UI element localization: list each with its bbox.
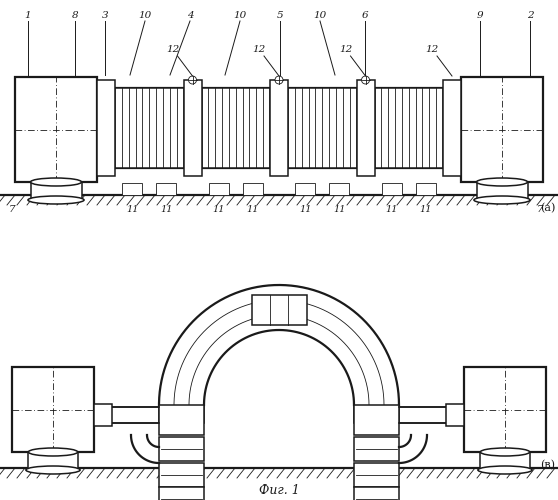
Bar <box>97 88 461 168</box>
Bar <box>374 88 443 168</box>
Bar <box>443 80 461 176</box>
Text: 6: 6 <box>362 10 368 20</box>
Ellipse shape <box>474 196 530 204</box>
Text: 11: 11 <box>160 206 172 214</box>
Bar <box>354 405 399 435</box>
Bar <box>159 437 204 461</box>
Bar <box>159 405 204 435</box>
Text: 11: 11 <box>299 206 311 214</box>
Bar <box>357 80 374 176</box>
Text: 12: 12 <box>425 46 439 54</box>
Bar <box>477 182 527 200</box>
Text: 11: 11 <box>213 206 225 214</box>
Text: 9: 9 <box>477 10 483 20</box>
Bar <box>354 437 399 461</box>
Bar <box>97 80 115 176</box>
Text: 12: 12 <box>339 46 352 54</box>
Text: 8: 8 <box>71 10 78 20</box>
Text: 10: 10 <box>314 10 326 20</box>
Text: 12: 12 <box>166 46 179 54</box>
Text: (a): (a) <box>540 203 556 213</box>
Bar <box>329 183 349 195</box>
Ellipse shape <box>189 76 196 84</box>
Ellipse shape <box>28 196 84 204</box>
Bar <box>382 183 402 195</box>
Ellipse shape <box>26 466 80 474</box>
Text: Фиг. 1: Фиг. 1 <box>258 484 300 496</box>
Bar <box>209 183 229 195</box>
Bar <box>295 183 315 195</box>
Bar <box>201 88 270 168</box>
Text: (в): (в) <box>541 460 556 470</box>
Ellipse shape <box>31 178 81 186</box>
Bar <box>480 452 530 470</box>
Text: 7: 7 <box>537 206 543 214</box>
Text: 1: 1 <box>25 10 31 20</box>
Bar <box>354 487 399 500</box>
Ellipse shape <box>362 76 369 84</box>
Bar <box>122 183 142 195</box>
Bar <box>243 183 263 195</box>
Bar <box>270 80 288 176</box>
Text: 10: 10 <box>138 10 152 20</box>
Bar <box>28 452 78 470</box>
Text: 3: 3 <box>102 10 108 20</box>
Ellipse shape <box>28 448 78 456</box>
Text: 7: 7 <box>9 206 15 214</box>
Text: 5: 5 <box>277 10 283 20</box>
Text: 11: 11 <box>126 206 138 214</box>
Ellipse shape <box>478 466 532 474</box>
Bar <box>416 183 436 195</box>
Bar <box>461 77 543 182</box>
Polygon shape <box>159 285 399 405</box>
Text: 4: 4 <box>187 10 193 20</box>
Bar <box>288 88 357 168</box>
Ellipse shape <box>477 178 527 186</box>
Bar <box>354 463 399 487</box>
Bar <box>15 77 97 182</box>
Bar <box>159 487 204 500</box>
Text: 11: 11 <box>247 206 259 214</box>
Bar <box>31 182 81 200</box>
Bar <box>464 367 546 452</box>
Text: 10: 10 <box>233 10 247 20</box>
Text: 2: 2 <box>527 10 533 20</box>
Bar <box>156 183 176 195</box>
Text: 11: 11 <box>420 206 432 214</box>
Bar <box>252 295 306 325</box>
Bar <box>446 404 464 426</box>
Bar <box>94 404 112 426</box>
Text: 11: 11 <box>333 206 345 214</box>
Bar <box>12 367 94 452</box>
Bar <box>399 407 464 423</box>
Ellipse shape <box>480 448 530 456</box>
Text: 12: 12 <box>252 46 266 54</box>
Bar <box>115 88 184 168</box>
Ellipse shape <box>275 76 283 84</box>
Bar <box>159 463 204 487</box>
Bar <box>184 80 201 176</box>
Text: 11: 11 <box>386 206 398 214</box>
Bar <box>94 407 159 423</box>
